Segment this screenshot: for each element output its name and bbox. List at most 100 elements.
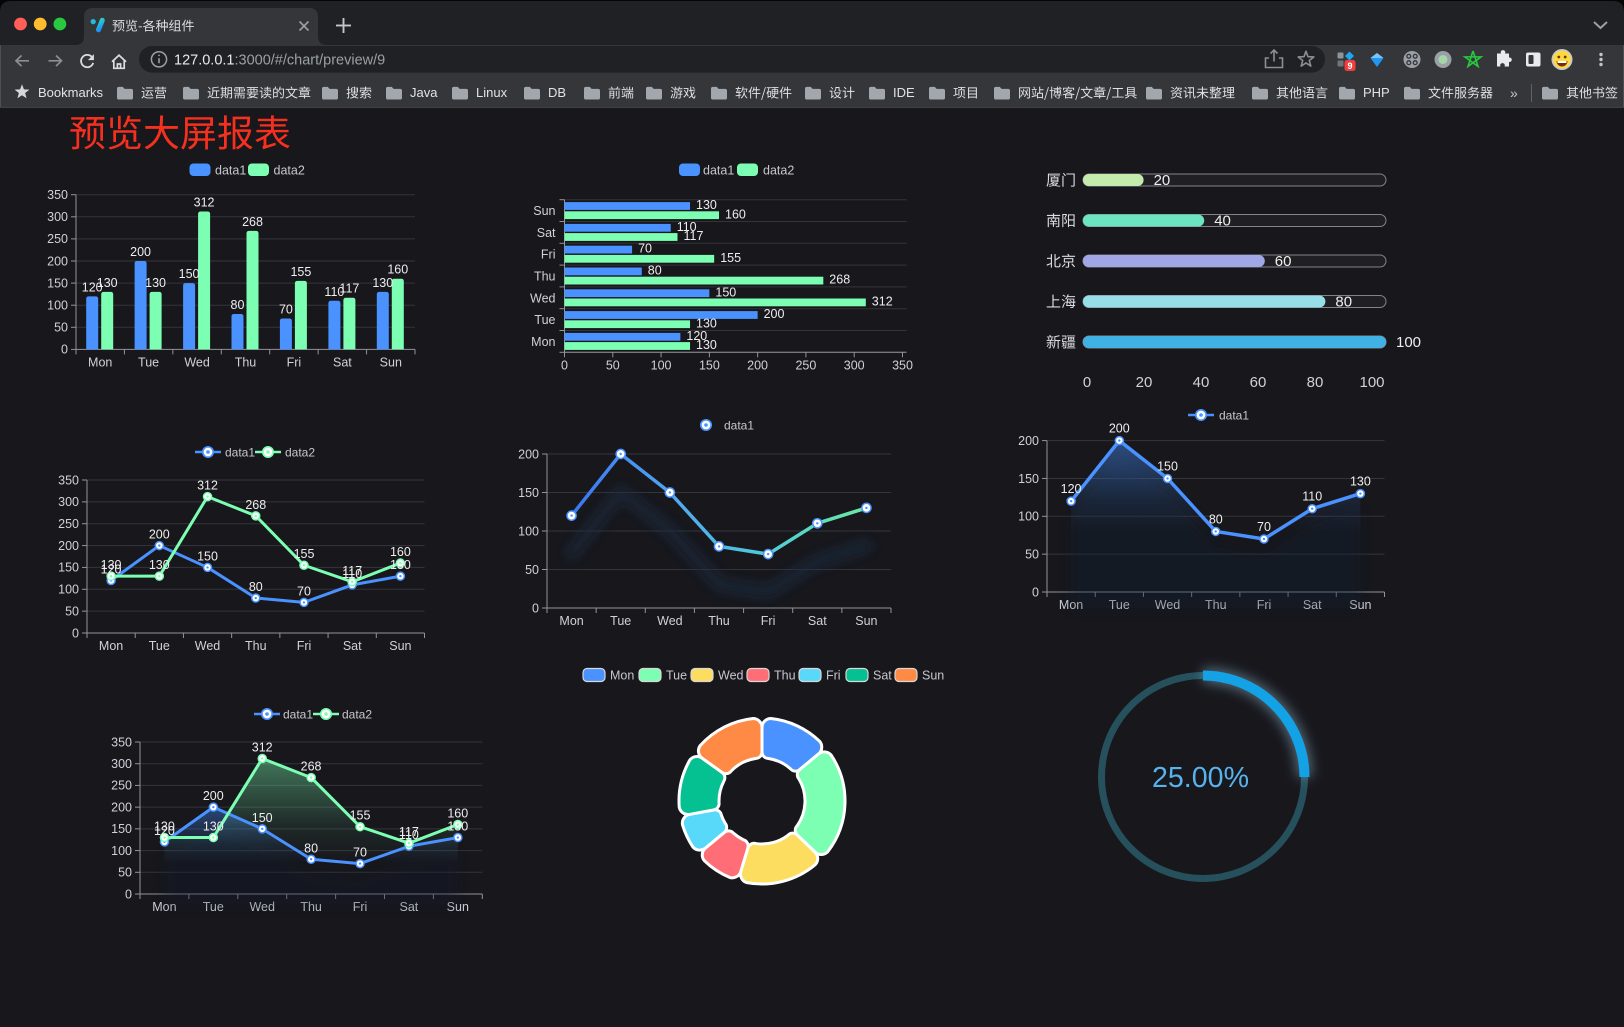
svg-text:20: 20 bbox=[1136, 374, 1153, 391]
svg-text:80: 80 bbox=[231, 298, 245, 312]
svg-text:200: 200 bbox=[130, 245, 151, 259]
svg-text:130: 130 bbox=[97, 276, 118, 290]
svg-text:0: 0 bbox=[72, 626, 79, 640]
svg-text:110: 110 bbox=[399, 828, 419, 842]
svg-text:130: 130 bbox=[1350, 475, 1371, 489]
svg-text:150: 150 bbox=[699, 358, 720, 372]
svg-text:150: 150 bbox=[252, 811, 273, 825]
svg-text:data1: data1 bbox=[703, 163, 734, 177]
svg-text:80: 80 bbox=[1209, 512, 1223, 526]
svg-text:Bookmarks: Bookmarks bbox=[38, 85, 104, 100]
svg-text:50: 50 bbox=[118, 866, 132, 880]
svg-text:70: 70 bbox=[353, 846, 367, 860]
svg-text:200: 200 bbox=[518, 447, 539, 461]
svg-text:0: 0 bbox=[1083, 374, 1091, 391]
svg-text:50: 50 bbox=[65, 604, 79, 618]
svg-text:0: 0 bbox=[61, 343, 68, 357]
svg-text:110: 110 bbox=[677, 220, 697, 234]
svg-text:100: 100 bbox=[58, 583, 79, 597]
svg-text:117: 117 bbox=[339, 282, 359, 296]
svg-text:Java: Java bbox=[410, 85, 438, 100]
svg-text:Tue: Tue bbox=[149, 639, 170, 653]
svg-text:200: 200 bbox=[747, 358, 768, 372]
svg-text:200: 200 bbox=[58, 539, 79, 553]
svg-text:150: 150 bbox=[197, 549, 218, 563]
svg-text:110: 110 bbox=[1302, 490, 1322, 504]
svg-text:Sun: Sun bbox=[922, 669, 944, 683]
svg-text:80: 80 bbox=[1307, 374, 1324, 391]
svg-text:350: 350 bbox=[58, 473, 79, 487]
svg-text:IDE: IDE bbox=[893, 85, 915, 100]
svg-text:50: 50 bbox=[606, 358, 620, 372]
svg-text:0: 0 bbox=[561, 358, 568, 372]
svg-text:data2: data2 bbox=[274, 163, 305, 177]
svg-text:data2: data2 bbox=[342, 707, 372, 721]
svg-text:300: 300 bbox=[58, 495, 79, 509]
svg-text:Sun: Sun bbox=[389, 639, 411, 653]
svg-text:50: 50 bbox=[54, 321, 68, 335]
svg-text:160: 160 bbox=[447, 807, 468, 821]
svg-text:Mon: Mon bbox=[99, 639, 123, 653]
svg-text:Thu: Thu bbox=[708, 614, 730, 628]
svg-text:data1: data1 bbox=[283, 707, 313, 721]
svg-text:350: 350 bbox=[111, 735, 132, 749]
svg-text:120: 120 bbox=[1061, 482, 1082, 496]
svg-text:130: 130 bbox=[696, 338, 717, 352]
svg-text:40: 40 bbox=[1214, 213, 1231, 230]
svg-text:130: 130 bbox=[101, 558, 122, 572]
svg-text:Fri: Fri bbox=[826, 669, 841, 683]
svg-text:312: 312 bbox=[252, 741, 273, 755]
svg-text:Sat: Sat bbox=[343, 639, 362, 653]
svg-text:100: 100 bbox=[47, 299, 68, 313]
svg-text:150: 150 bbox=[1018, 472, 1039, 486]
svg-text:Mon: Mon bbox=[531, 335, 555, 349]
svg-text:200: 200 bbox=[764, 307, 785, 321]
svg-text:300: 300 bbox=[844, 358, 865, 372]
svg-text:200: 200 bbox=[111, 800, 132, 814]
svg-text:Wed: Wed bbox=[530, 291, 556, 305]
svg-text:data1: data1 bbox=[225, 445, 255, 459]
svg-text:150: 150 bbox=[1157, 460, 1178, 474]
svg-text:100: 100 bbox=[1359, 374, 1384, 391]
svg-text:70: 70 bbox=[638, 242, 652, 256]
svg-text:DB: DB bbox=[548, 85, 566, 100]
svg-text:Wed: Wed bbox=[718, 669, 744, 683]
svg-text:0: 0 bbox=[1032, 585, 1039, 599]
svg-text:Sat: Sat bbox=[537, 226, 556, 240]
svg-text:Tue: Tue bbox=[610, 614, 631, 628]
svg-text:130: 130 bbox=[372, 276, 393, 290]
svg-text:Fri: Fri bbox=[541, 248, 556, 262]
svg-text:»: » bbox=[1510, 85, 1518, 101]
svg-text:Wed: Wed bbox=[657, 614, 683, 628]
svg-text:130: 130 bbox=[696, 198, 717, 212]
svg-text:127.0.0.1:3000/#/chart/preview: 127.0.0.1:3000/#/chart/preview/9 bbox=[174, 52, 385, 68]
svg-text:data2: data2 bbox=[285, 445, 315, 459]
svg-text:200: 200 bbox=[203, 789, 224, 803]
svg-text:Sun: Sun bbox=[380, 355, 402, 369]
svg-text:120: 120 bbox=[101, 563, 122, 577]
svg-text:70: 70 bbox=[1257, 520, 1271, 534]
svg-text:268: 268 bbox=[242, 215, 263, 229]
svg-text:20: 20 bbox=[1154, 172, 1171, 189]
svg-text:130: 130 bbox=[390, 558, 411, 572]
svg-text:Thu: Thu bbox=[235, 355, 257, 369]
svg-text:150: 150 bbox=[111, 822, 132, 836]
svg-text:0: 0 bbox=[125, 887, 132, 901]
svg-text:155: 155 bbox=[294, 547, 315, 561]
svg-text:250: 250 bbox=[111, 779, 132, 793]
svg-text:120: 120 bbox=[82, 280, 103, 294]
svg-text:130: 130 bbox=[447, 820, 468, 834]
svg-text:268: 268 bbox=[829, 273, 850, 287]
svg-text:268: 268 bbox=[301, 760, 322, 774]
svg-text:350: 350 bbox=[892, 358, 913, 372]
svg-text:160: 160 bbox=[390, 545, 411, 559]
svg-text:50: 50 bbox=[1025, 547, 1039, 561]
svg-text:Wed: Wed bbox=[184, 355, 210, 369]
svg-text:155: 155 bbox=[350, 809, 371, 823]
svg-text:155: 155 bbox=[290, 265, 311, 279]
svg-text:PHP: PHP bbox=[1363, 85, 1390, 100]
svg-text:Sun: Sun bbox=[855, 614, 877, 628]
svg-text:117: 117 bbox=[684, 229, 704, 243]
svg-text:Fri: Fri bbox=[297, 639, 312, 653]
svg-text:data1: data1 bbox=[1219, 408, 1249, 422]
